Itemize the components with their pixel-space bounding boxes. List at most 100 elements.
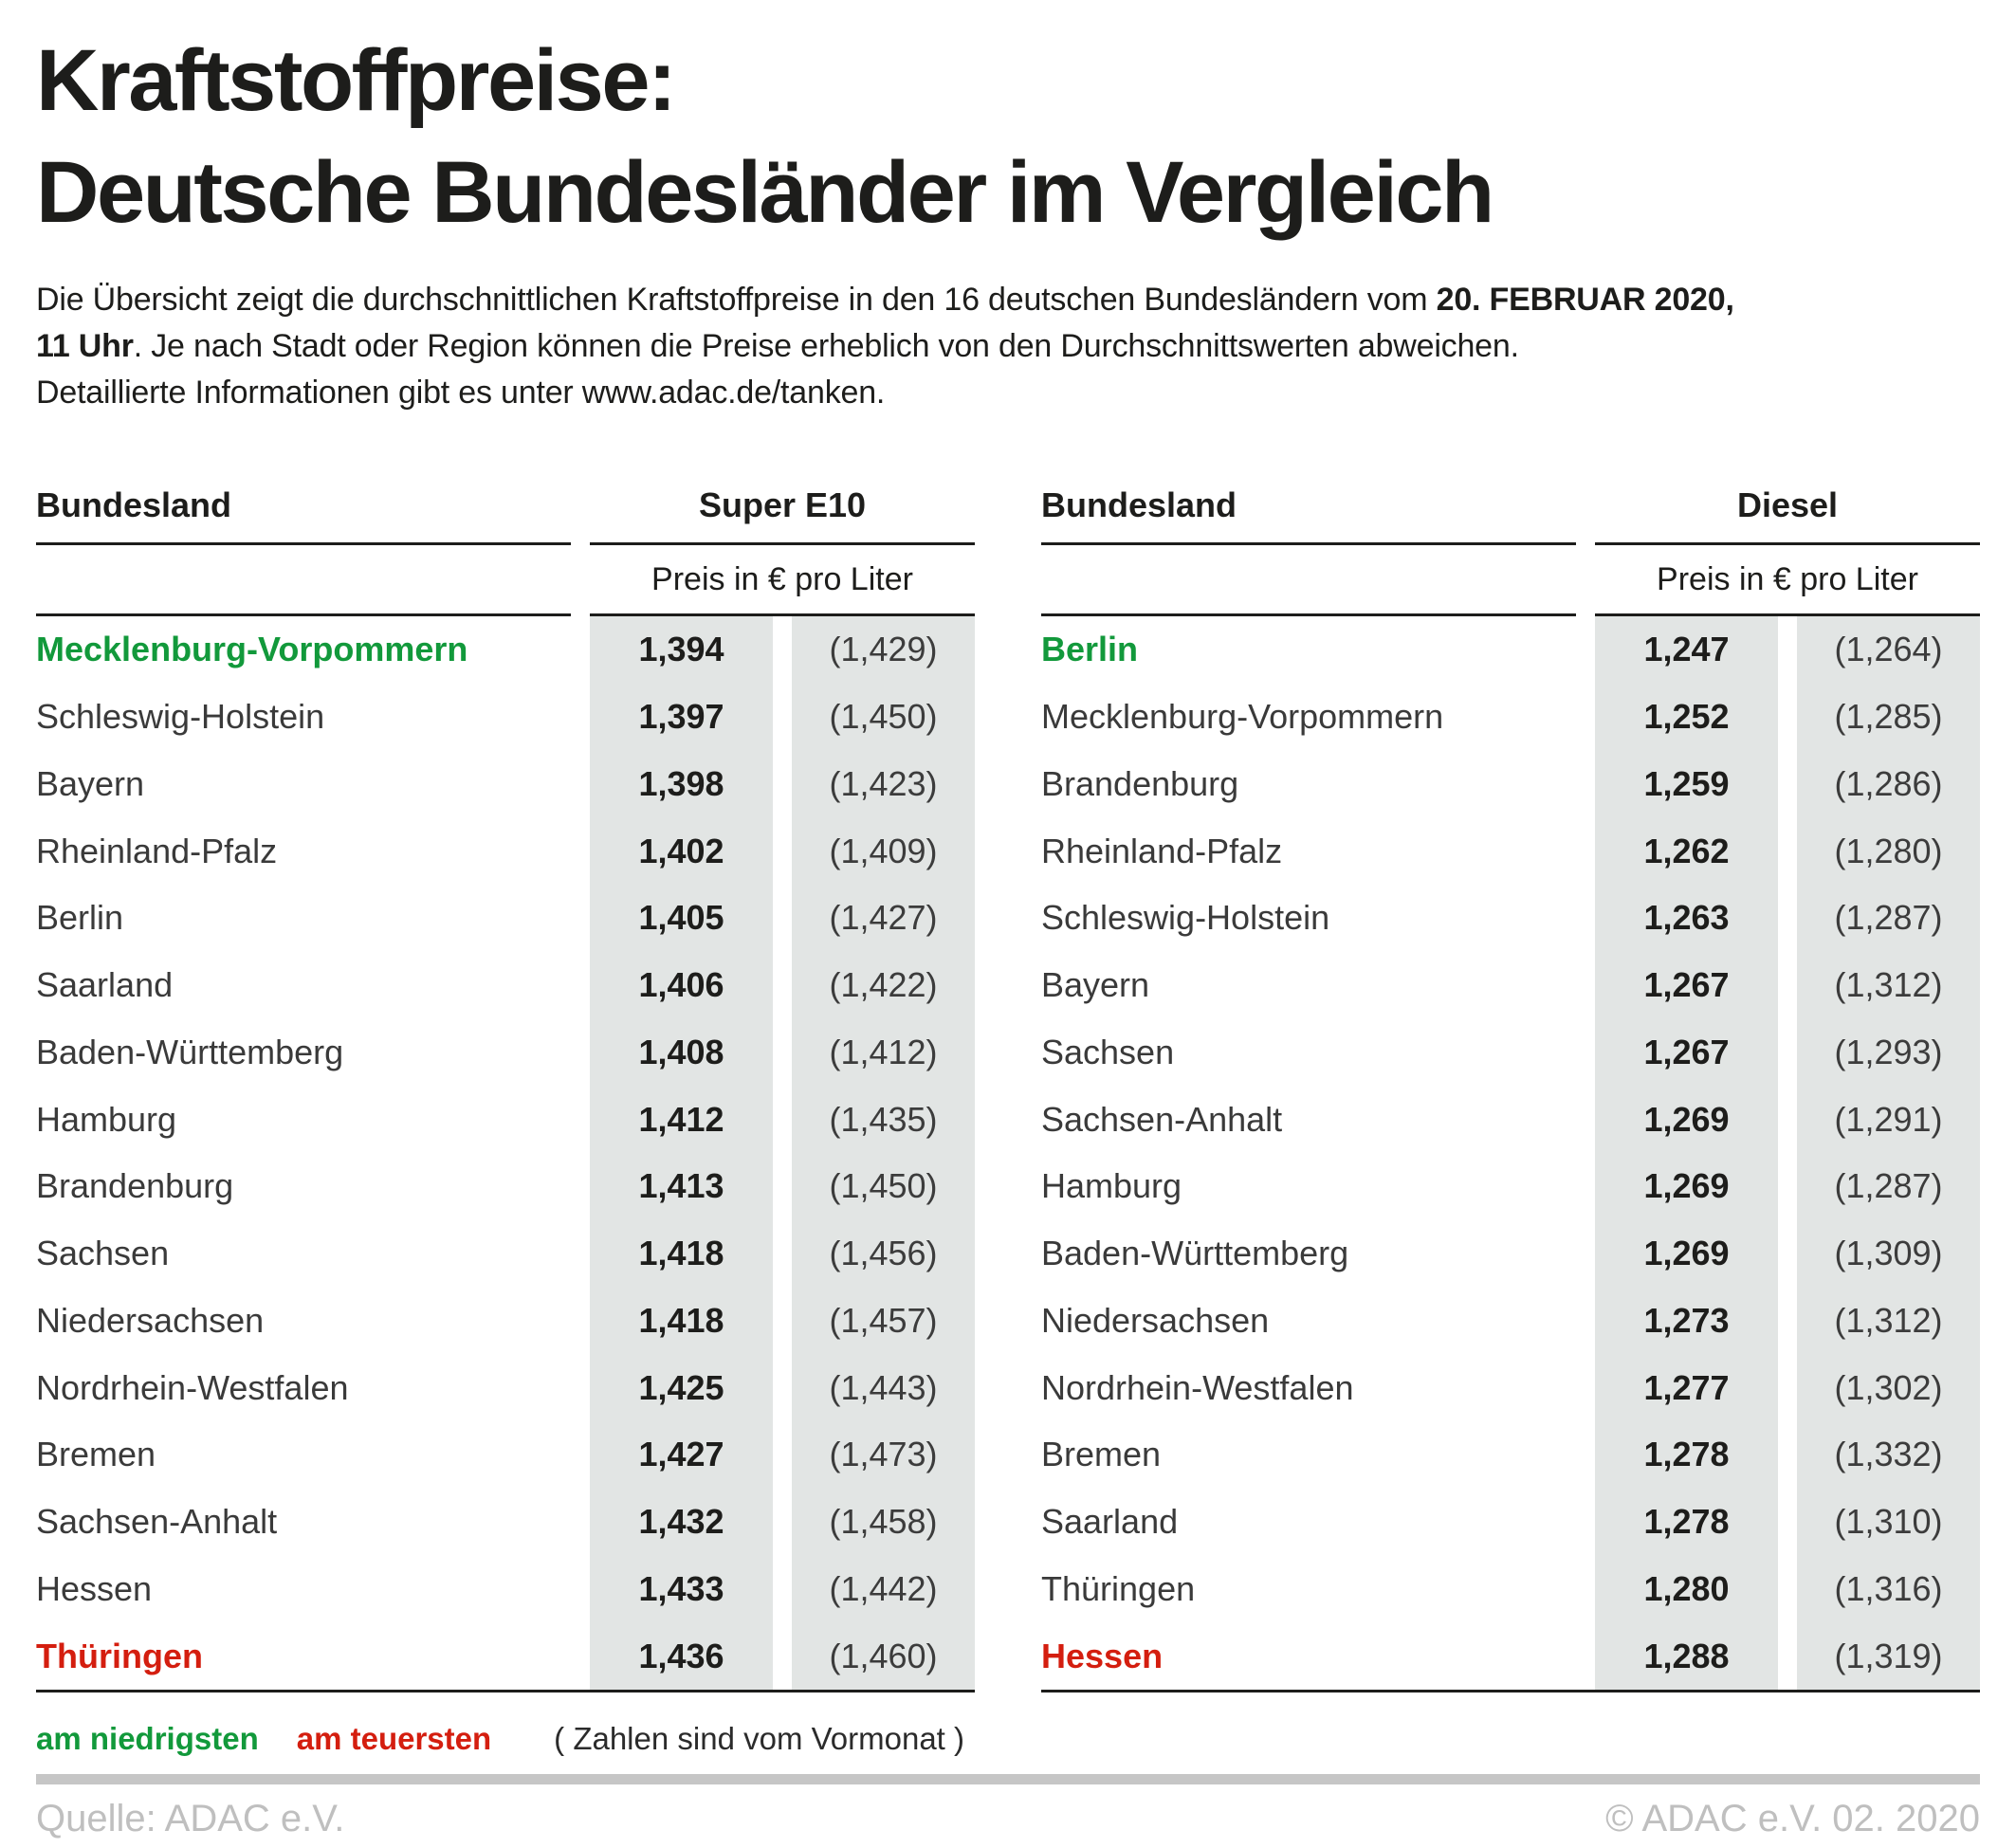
copyright-label: © ADAC e.V. 02. 2020 bbox=[1605, 1798, 1980, 1839]
legend-lowest: am niedrigsten bbox=[36, 1721, 259, 1756]
source-label: Quelle: ADAC e.V. bbox=[36, 1798, 345, 1839]
current-price-cell: 1,413 bbox=[590, 1153, 773, 1220]
legend: am niedrigsten am teuersten ( Zahlen sin… bbox=[36, 1721, 1980, 1757]
current-price-cell: 1,247 bbox=[1595, 616, 1778, 684]
previous-month-price-cell: (1,309) bbox=[1797, 1219, 1980, 1288]
fuel-table-diesel: Bundesland Diesel Preis in € pro Liter B… bbox=[1041, 485, 1980, 1692]
previous-month-price-cell: (1,287) bbox=[1797, 885, 1980, 952]
previous-month-price-cell: (1,435) bbox=[792, 1086, 975, 1153]
page-title-line2: Deutsche Bundesländer im Vergleich bbox=[36, 144, 1494, 241]
intro-text: Die Übersicht zeigt die durchschnittlich… bbox=[36, 277, 1980, 416]
previous-month-price-cell: (1,409) bbox=[792, 817, 975, 885]
current-price-cell: 1,397 bbox=[590, 683, 773, 751]
bundesland-cell: Mecklenburg-Vorpommern bbox=[1041, 697, 1444, 737]
bundesland-cell: Bremen bbox=[1041, 1435, 1162, 1474]
previous-month-price-cell: (1,286) bbox=[1797, 750, 1980, 818]
current-price-cell: 1,288 bbox=[1595, 1622, 1778, 1690]
intro-line3: Detaillierte Informationen gibt es unter… bbox=[36, 375, 886, 411]
bundesland-cell: Hessen bbox=[36, 1568, 153, 1608]
bundesland-cell: Baden-Württemberg bbox=[36, 1032, 344, 1071]
previous-month-price-cell: (1,458) bbox=[792, 1488, 975, 1556]
bundesland-cell: Thüringen bbox=[36, 1636, 203, 1675]
current-price-cell: 1,398 bbox=[590, 750, 773, 818]
current-price-cell: 1,273 bbox=[1595, 1287, 1778, 1355]
current-price-cell: 1,280 bbox=[1595, 1555, 1778, 1623]
previous-month-price-cell: (1,310) bbox=[1797, 1488, 1980, 1556]
previous-month-price-cell: (1,423) bbox=[792, 750, 975, 818]
bundesland-cell: Rheinland-Pfalz bbox=[36, 831, 278, 870]
previous-month-price-cell: (1,280) bbox=[1797, 817, 1980, 885]
bundesland-cell: Bayern bbox=[1041, 965, 1150, 1005]
bundesland-cell: Schleswig-Holstein bbox=[36, 697, 325, 737]
bundesland-header: Bundesland bbox=[1041, 485, 1576, 545]
subheader-spacer bbox=[36, 545, 571, 616]
intro-line1-regular: Die Übersicht zeigt die durchschnittlich… bbox=[36, 282, 1437, 318]
price-unit-header: Preis in € pro Liter bbox=[1595, 545, 1980, 616]
current-price-cell: 1,259 bbox=[1595, 750, 1778, 818]
previous-month-price-cell: (1,457) bbox=[792, 1287, 975, 1355]
bundesland-cell: Mecklenburg-Vorpommern bbox=[36, 630, 468, 669]
previous-month-price-cell: (1,473) bbox=[792, 1421, 975, 1489]
previous-month-price-cell: (1,293) bbox=[1797, 1018, 1980, 1087]
current-price-cell: 1,418 bbox=[590, 1287, 773, 1355]
current-price-cell: 1,433 bbox=[590, 1555, 773, 1623]
current-price-cell: 1,406 bbox=[590, 951, 773, 1019]
bundesland-cell: Sachsen-Anhalt bbox=[36, 1502, 278, 1542]
previous-month-price-cell: (1,443) bbox=[792, 1354, 975, 1421]
previous-month-price-cell: (1,332) bbox=[1797, 1421, 1980, 1489]
current-price-cell: 1,278 bbox=[1595, 1488, 1778, 1556]
previous-month-price-cell: (1,429) bbox=[792, 616, 975, 684]
previous-month-price-cell: (1,319) bbox=[1797, 1622, 1980, 1690]
previous-month-price-cell: (1,316) bbox=[1797, 1555, 1980, 1623]
current-price-cell: 1,269 bbox=[1595, 1219, 1778, 1288]
bundesland-cell: Niedersachsen bbox=[1041, 1300, 1270, 1340]
previous-month-price-cell: (1,427) bbox=[792, 885, 975, 952]
current-price-cell: 1,269 bbox=[1595, 1086, 1778, 1153]
bundesland-cell: Saarland bbox=[1041, 1502, 1179, 1542]
current-price-cell: 1,432 bbox=[590, 1488, 773, 1556]
diesel-grid: Bundesland Diesel Preis in € pro Liter B… bbox=[1041, 485, 1980, 1692]
bundesland-cell: Rheinland-Pfalz bbox=[1041, 831, 1283, 870]
previous-month-price-cell: (1,291) bbox=[1797, 1086, 1980, 1153]
bundesland-cell: Hamburg bbox=[1041, 1166, 1182, 1206]
previous-month-price-cell: (1,264) bbox=[1797, 616, 1980, 684]
current-price-cell: 1,278 bbox=[1595, 1421, 1778, 1489]
current-price-cell: 1,427 bbox=[590, 1421, 773, 1489]
fuel-type-header-super-e10: Super E10 bbox=[590, 485, 975, 545]
bundesland-cell: Sachsen bbox=[1041, 1032, 1175, 1071]
bundesland-cell: Baden-Württemberg bbox=[1041, 1234, 1349, 1273]
price-unit-header: Preis in € pro Liter bbox=[590, 545, 975, 616]
bundesland-cell: Nordrhein-Westfalen bbox=[1041, 1367, 1354, 1407]
bundesland-cell: Thüringen bbox=[1041, 1568, 1196, 1608]
bundesland-cell: Bremen bbox=[36, 1435, 156, 1474]
bundesland-cell: Schleswig-Holstein bbox=[1041, 898, 1330, 938]
previous-month-price-cell: (1,450) bbox=[792, 1153, 975, 1220]
previous-month-price-cell: (1,456) bbox=[792, 1219, 975, 1288]
intro-time-bold: 11 Uhr bbox=[36, 328, 134, 364]
bundesland-cell: Brandenburg bbox=[36, 1166, 234, 1206]
current-price-cell: 1,408 bbox=[590, 1018, 773, 1087]
footer: Quelle: ADAC e.V. © ADAC e.V. 02. 2020 bbox=[36, 1798, 1980, 1840]
current-price-cell: 1,263 bbox=[1595, 885, 1778, 952]
bundesland-cell: Niedersachsen bbox=[36, 1300, 265, 1340]
current-price-cell: 1,267 bbox=[1595, 1018, 1778, 1087]
legend-highest: am teuersten bbox=[296, 1721, 492, 1756]
current-price-cell: 1,402 bbox=[590, 817, 773, 885]
fuel-table-super-e10: Bundesland Super E10 Preis in € pro Lite… bbox=[36, 485, 975, 1692]
previous-month-price-cell: (1,460) bbox=[792, 1622, 975, 1690]
subheader-spacer bbox=[1041, 545, 1576, 616]
bundesland-cell: Brandenburg bbox=[1041, 763, 1239, 803]
current-price-cell: 1,269 bbox=[1595, 1153, 1778, 1220]
previous-month-price-cell: (1,450) bbox=[792, 683, 975, 751]
super-e10-grid: Bundesland Super E10 Preis in € pro Lite… bbox=[36, 485, 975, 1692]
divider bbox=[36, 1774, 1980, 1784]
current-price-cell: 1,436 bbox=[590, 1622, 773, 1690]
bundesland-cell: Sachsen bbox=[36, 1234, 170, 1273]
current-price-cell: 1,277 bbox=[1595, 1354, 1778, 1421]
page-title-line1: Kraftstoffpreise: bbox=[36, 32, 677, 129]
previous-month-price-cell: (1,312) bbox=[1797, 1287, 1980, 1355]
previous-month-price-cell: (1,312) bbox=[1797, 951, 1980, 1019]
current-price-cell: 1,425 bbox=[590, 1354, 773, 1421]
previous-month-price-cell: (1,442) bbox=[792, 1555, 975, 1623]
tables-container: Bundesland Super E10 Preis in € pro Lite… bbox=[36, 485, 1980, 1692]
